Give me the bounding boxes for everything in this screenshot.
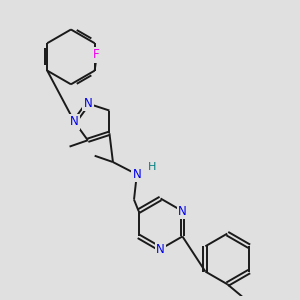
Text: N: N: [70, 116, 79, 128]
Text: F: F: [93, 48, 100, 61]
Text: N: N: [83, 97, 92, 110]
Text: N: N: [132, 168, 141, 181]
Text: N: N: [156, 243, 165, 256]
Text: H: H: [147, 162, 156, 172]
Text: N: N: [178, 205, 187, 218]
